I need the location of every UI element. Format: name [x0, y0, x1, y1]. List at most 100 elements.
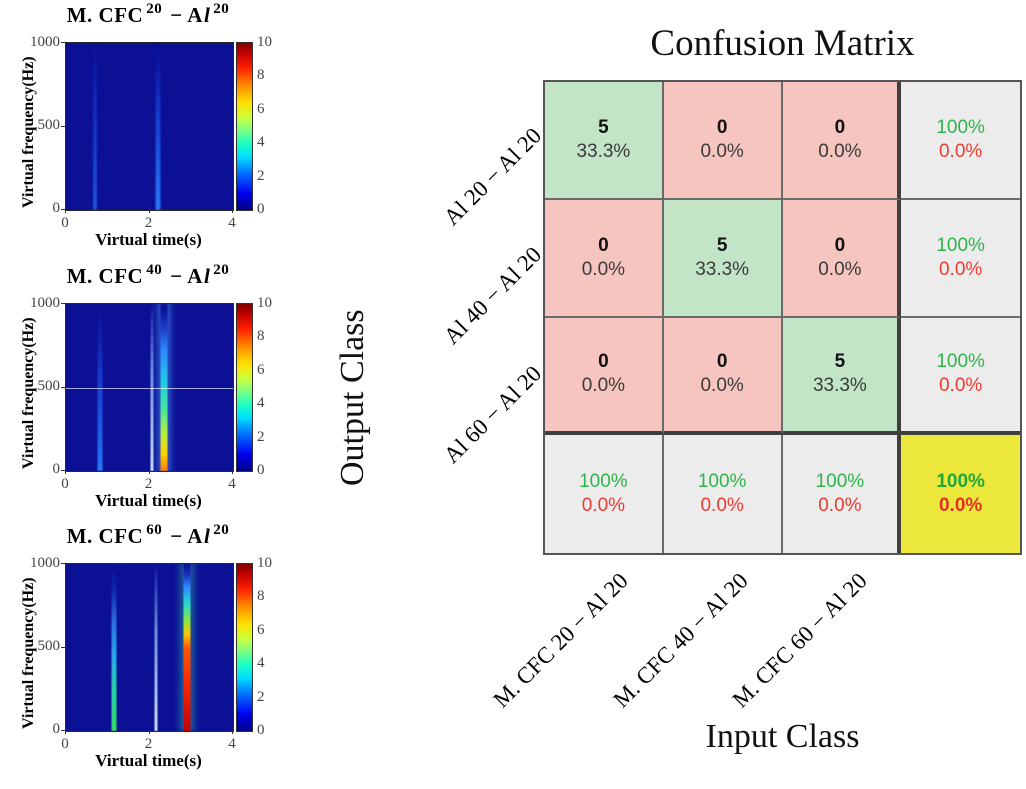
- cell-percent: 0.0%: [581, 258, 626, 280]
- y-tick: 500: [37, 117, 61, 133]
- colorbar-2: [236, 303, 253, 472]
- spectral-line: [183, 564, 191, 731]
- cell-percent: 0.0%: [581, 375, 626, 397]
- matrix-cell-1-1: 5 33.3%: [545, 82, 664, 200]
- x-tick: 4: [228, 476, 236, 492]
- colorbar-tick: 4: [257, 134, 265, 151]
- x-tick: 0: [61, 215, 69, 231]
- summary-good: 100%: [697, 471, 747, 493]
- summary-bad: 0.0%: [938, 140, 983, 162]
- y-tick-mark: [61, 125, 65, 127]
- x-tick-mark: [65, 209, 66, 213]
- x-tick-mark: [148, 730, 150, 734]
- colorbar-tick: 6: [257, 361, 265, 378]
- colorbar-tick: 0: [257, 201, 265, 217]
- confusion-matrix-title: Confusion Matrix: [650, 23, 915, 64]
- colorbar-tick: 6: [257, 621, 265, 638]
- spectrogram-title-3: M. CFC 60 − Al 20: [0, 522, 296, 549]
- colorbar-tick: 0: [257, 462, 265, 478]
- colorbar-tick: 8: [257, 328, 265, 345]
- x-axis-label: Virtual time(s): [95, 751, 202, 770]
- matrix-cell-2-3: 0 0.0%: [782, 199, 902, 318]
- x-tick: 4: [228, 215, 236, 231]
- x-tick-mark: [232, 730, 233, 734]
- colorbar-tick: 8: [257, 588, 265, 605]
- colorbar-tick: 10: [257, 34, 272, 50]
- x-tick: 0: [61, 476, 69, 492]
- y-tick-mark: [61, 563, 65, 564]
- title-base: M. CFC: [66, 264, 144, 288]
- frequency-gridline: [66, 387, 233, 389]
- spectrogram-title-2: M. CFC 40 − Al 20: [0, 262, 296, 289]
- colorbar-1: [236, 42, 253, 211]
- x-tick-mark: [232, 209, 233, 213]
- y-tick-mark: [61, 42, 65, 43]
- confusion-matrix-grid: 5 33.3% 0 0.0% 0 0.0% 100% 0.0% 0 0.0% 5 33.3%…: [543, 80, 1022, 555]
- y-tick-mark: [61, 730, 65, 731]
- row-label-1: Al 20 − Al 20: [439, 122, 547, 231]
- summary-good: 100%: [936, 234, 985, 256]
- summary-good: 100%: [579, 471, 628, 493]
- colorbar-tick: 8: [257, 67, 265, 84]
- matrix-cell-1-2: 0 0.0%: [663, 82, 783, 200]
- spectral-line: [93, 43, 98, 210]
- spectrogram-panel-3: M. CFC 60− Al 20 Virtual frequency(Hz) Vir…: [0, 522, 300, 781]
- colorbar-tick: 2: [257, 688, 265, 705]
- title-superscript-2: 20: [213, 522, 230, 538]
- colorbar-tick: 6: [257, 100, 265, 117]
- colorbar-tick: 4: [257, 395, 265, 412]
- summary-good: 100%: [815, 471, 865, 493]
- matrix-cell-2-2: 5 33.3%: [663, 199, 783, 318]
- cell-count: 0: [598, 351, 609, 373]
- summary-good: 100%: [936, 116, 985, 138]
- summary-good: 100%: [936, 351, 985, 373]
- cell-count: 5: [716, 234, 728, 256]
- title-base: M. CFC: [66, 524, 144, 548]
- spectrogram-panel-2: M. CFC 40− Al 20 Virtual frequency(Hz) Vir…: [0, 262, 300, 521]
- summary-good: 100%: [936, 471, 985, 493]
- spectrogram-plot-2: [65, 303, 234, 472]
- y-tick-mark: [61, 209, 65, 210]
- cell-percent: 33.3%: [576, 140, 631, 162]
- title-superscript: 60: [146, 522, 163, 538]
- cell-percent: 0.0%: [700, 375, 744, 397]
- matrix-cell-3-2: 0 0.0%: [663, 317, 783, 436]
- spectrogram-plot-1: [65, 42, 234, 211]
- matrix-cell-1-3: 0 0.0%: [782, 82, 902, 200]
- x-tick: 4: [228, 736, 236, 752]
- input-class-axis-label: Input Class: [705, 718, 860, 755]
- y-tick: 1000: [30, 555, 60, 571]
- colorbar-tick: 0: [257, 722, 265, 738]
- y-tick: 1000: [30, 295, 60, 311]
- y-tick: 1000: [30, 34, 60, 50]
- y-tick: 0: [52, 721, 61, 737]
- x-tick: 0: [61, 736, 69, 752]
- cell-count: 0: [834, 234, 846, 256]
- colorbar-3: [236, 563, 253, 732]
- matrix-col-summary-1: 100% 0.0%: [545, 435, 664, 553]
- y-tick-mark: [61, 646, 65, 648]
- cell-percent: 0.0%: [700, 140, 744, 162]
- spectral-line: [111, 564, 117, 731]
- colorbar-tick: 10: [257, 555, 272, 571]
- cell-percent: 0.0%: [818, 258, 862, 280]
- cell-percent: 0.0%: [818, 140, 862, 162]
- matrix-cell-3-3: 5 33.3%: [782, 317, 902, 436]
- title-mid: − A: [170, 264, 203, 288]
- cell-percent: 33.3%: [695, 258, 750, 280]
- matrix-cell-2-1: 0 0.0%: [545, 199, 664, 318]
- y-tick: 500: [37, 638, 61, 654]
- y-tick: 0: [52, 200, 61, 216]
- cell-count: 5: [834, 351, 846, 373]
- x-tick-mark: [148, 209, 150, 213]
- title-superscript: 40: [146, 262, 163, 278]
- title-superscript-2: 20: [213, 262, 230, 278]
- title-superscript: 20: [146, 1, 163, 17]
- title-italic-l: l: [203, 3, 211, 27]
- x-tick-mark: [232, 470, 233, 474]
- title-base: M. CFC: [66, 3, 144, 27]
- x-tick-mark: [148, 470, 150, 474]
- summary-bad: 0.0%: [818, 495, 862, 517]
- x-tick: 2: [144, 736, 153, 752]
